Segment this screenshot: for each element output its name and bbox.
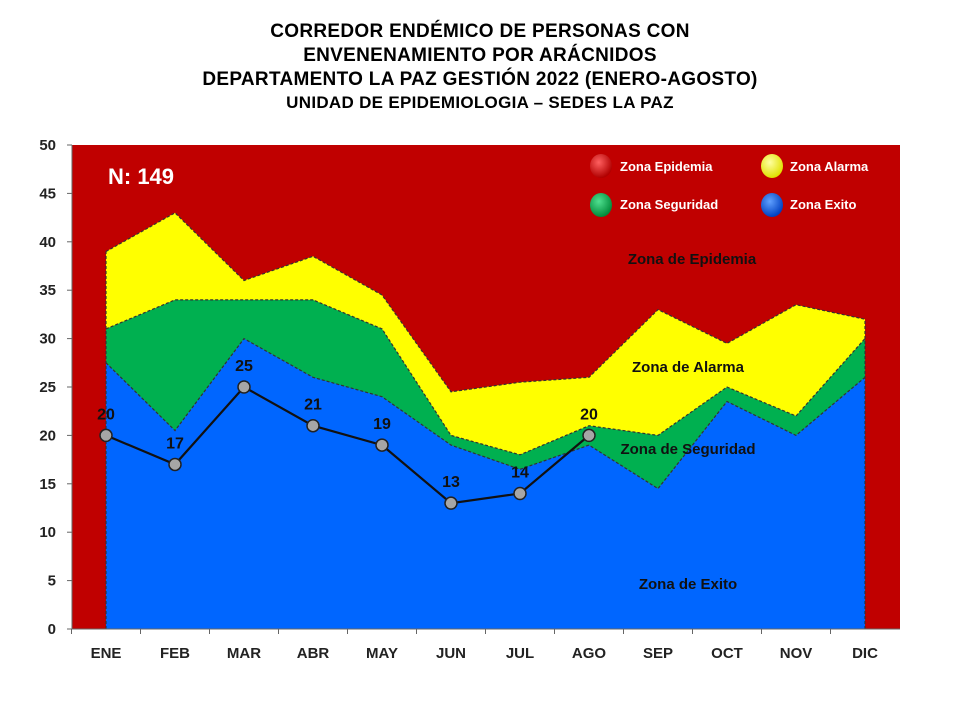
- case-data-label: 19: [373, 416, 391, 433]
- zona-seguridad-boundary: [105, 299, 866, 456]
- x-axis: ENE FEB MAR ABR MAY JUN JUL AGO SEP OCT NOV DIC: [71, 628, 900, 662]
- case-point: [306, 418, 320, 433]
- x-tick-label: ENE: [91, 645, 122, 662]
- case-data-label: 21: [304, 397, 322, 414]
- y-axis: 0 5 10 15 20 25 30 35 40 45 50: [39, 137, 73, 638]
- chart-title-line-3: DEPARTAMENTO LA PAZ GESTIÓN 2022 (ENERO-…: [202, 69, 758, 90]
- zona-seguridad-label: Zona de Seguridad: [620, 441, 755, 458]
- zona-alarma-label: Zona de Alarma: [632, 359, 745, 376]
- zona-exito-boundary: [105, 337, 866, 490]
- x-tick-label: DIC: [852, 645, 878, 662]
- y-tick-label: 50: [39, 137, 56, 154]
- y-tick-label: 30: [39, 331, 56, 348]
- x-tick-label: SEP: [643, 645, 673, 662]
- case-data-label: 14: [511, 464, 529, 481]
- yellow-circle-icon: [761, 154, 783, 178]
- blue-circle-icon: [761, 193, 783, 217]
- legend-zona-exito: Zona Exito: [790, 197, 857, 212]
- case-point: [237, 380, 251, 394]
- cases-points: 20 17 25 21 19 13 14 20: [97, 358, 598, 510]
- y-tick-label: 45: [39, 185, 56, 202]
- x-tick-label: JUL: [506, 645, 534, 662]
- case-point: [168, 457, 182, 472]
- zona-exito-area: [106, 338, 865, 629]
- y-tick-label: 35: [39, 282, 56, 299]
- case-data-label: 13: [442, 474, 460, 491]
- case-point: [582, 428, 596, 443]
- case-point: [513, 486, 527, 501]
- red-circle-icon: [590, 154, 612, 178]
- legend-zona-seguridad: Zona Seguridad: [620, 197, 718, 212]
- y-tick-label: 20: [39, 427, 56, 444]
- x-tick-label: AGO: [572, 645, 607, 662]
- chart-legend: Zona Epidemia Zona Alarma Zona Seguridad…: [590, 154, 869, 217]
- legend-zona-alarma: Zona Alarma: [790, 159, 869, 174]
- zona-exito-label: Zona de Exito: [639, 576, 737, 593]
- case-data-label: 20: [97, 406, 115, 423]
- case-point: [375, 438, 389, 452]
- y-tick-label: 10: [39, 524, 56, 541]
- y-tick-label: 15: [39, 476, 56, 493]
- case-data-label: 25: [235, 358, 253, 375]
- chart-title-line-1: CORREDOR ENDÉMICO DE PERSONAS CON: [270, 21, 690, 42]
- chart-subtitle: UNIDAD DE EPIDEMIOLOGIA – SEDES LA PAZ: [286, 93, 674, 112]
- x-tick-label: MAY: [366, 645, 398, 662]
- n-total-label: N: 149: [108, 164, 174, 189]
- y-tick-label: 5: [48, 573, 56, 590]
- chart-title-block: CORREDOR ENDÉMICO DE PERSONAS CON ENVENE…: [0, 20, 960, 114]
- case-point: [444, 496, 458, 510]
- zona-epidemia-label: Zona de Epidemia: [628, 251, 757, 268]
- green-circle-icon: [590, 193, 612, 217]
- x-tick-label: ABR: [297, 645, 330, 662]
- x-tick-label: JUN: [436, 645, 466, 662]
- y-tick-label: 25: [39, 379, 56, 396]
- x-tick-label: MAR: [227, 645, 261, 662]
- case-point: [99, 428, 113, 443]
- cases-line: [105, 385, 590, 505]
- y-tick-label: 40: [39, 234, 56, 251]
- case-data-label: 17: [166, 435, 184, 452]
- legend-zona-epidemia: Zona Epidemia: [620, 159, 713, 174]
- x-tick-label: OCT: [711, 645, 743, 662]
- x-tick-label: NOV: [780, 645, 813, 662]
- y-tick-label: 0: [48, 621, 56, 638]
- zona-alarma-boundary: [105, 212, 866, 393]
- case-data-label: 20: [580, 406, 598, 423]
- chart-title-line-2: ENVENENAMIENTO POR ARÁCNIDOS: [303, 45, 657, 66]
- x-tick-label: FEB: [160, 645, 190, 662]
